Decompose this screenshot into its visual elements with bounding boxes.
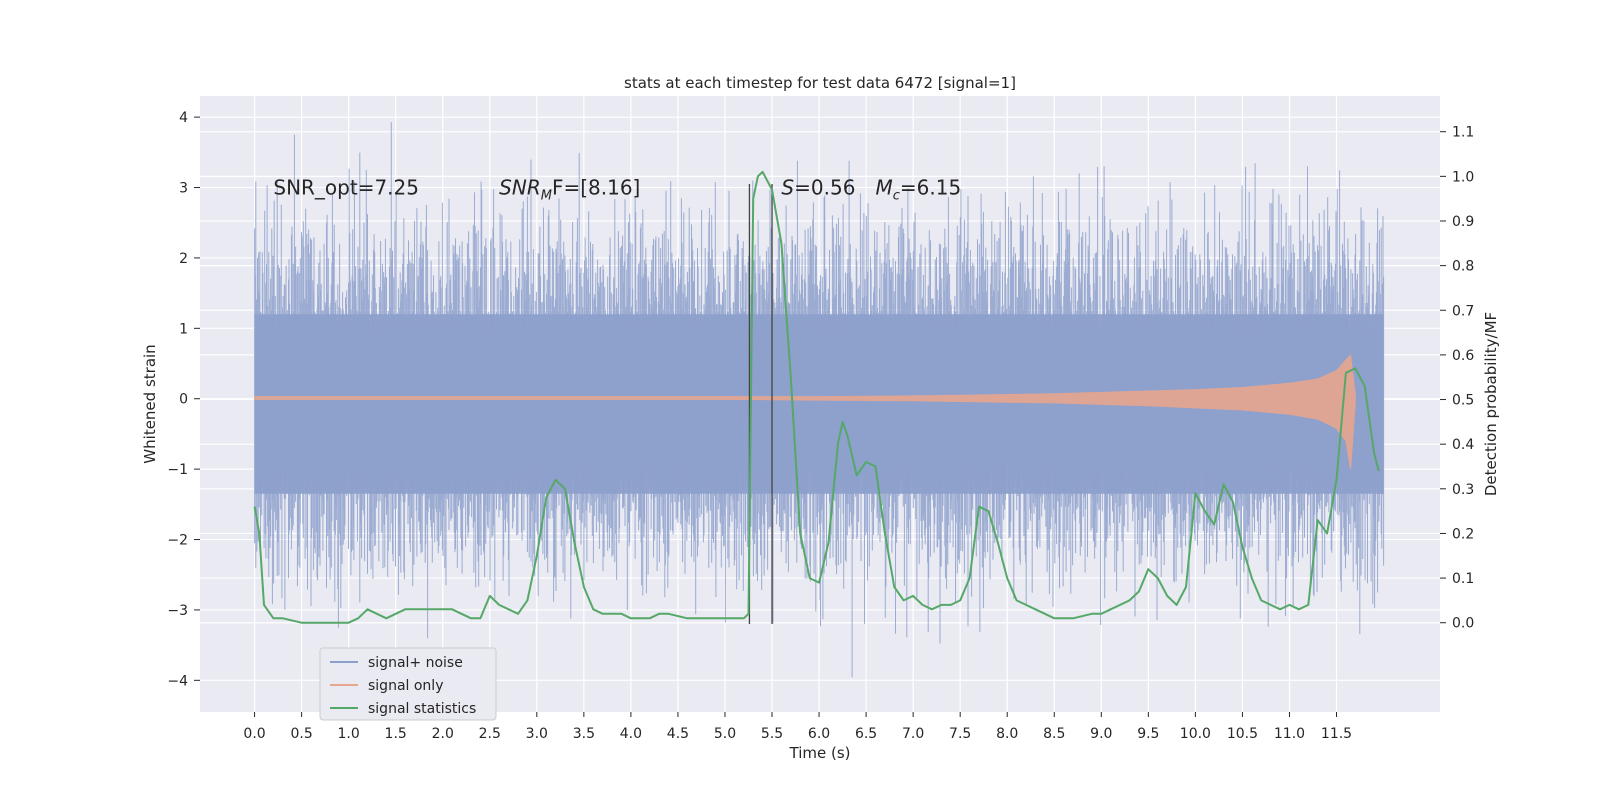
- x-tick-label: 7.5: [949, 726, 971, 742]
- y-tick-label-left: 4: [179, 110, 188, 126]
- annotation-1: SNRMF=[8.16]: [499, 176, 640, 204]
- ticks: 0.0 0.5 1.0 1.5 2.0 2.5 3.0 3.5 4.0 4.5 5.0 5.5 6.0 6…: [167, 110, 1474, 742]
- x-tick-label: 0.5: [290, 726, 312, 742]
- y-tick-label-left: −4: [167, 673, 188, 689]
- legend-label-signal-noise: signal+ noise: [368, 655, 463, 671]
- x-tick-label: 0.0: [243, 726, 265, 742]
- legend-label-signal-only: signal only: [368, 678, 443, 694]
- legend-box: [319, 647, 497, 721]
- x-tick-label: 7.0: [902, 726, 924, 742]
- x-tick-label: 9.0: [1090, 726, 1112, 742]
- x-tick-label: 11.0: [1274, 726, 1305, 742]
- y-tick-label-right: 0.0: [1452, 616, 1474, 632]
- y-tick-label-right: 0.4: [1452, 437, 1474, 453]
- y-tick-label-right: 0.8: [1452, 259, 1474, 275]
- y-tick-label-right: 0.1: [1452, 571, 1474, 587]
- x-tick-label: 6.5: [855, 726, 877, 742]
- y-tick-label-left: 1: [179, 321, 188, 337]
- y-axis-label-right: Detection probability/MF: [1482, 312, 1500, 496]
- x-tick-label: 1.5: [385, 726, 407, 742]
- x-tick-label: 4.0: [620, 726, 642, 742]
- x-tick-label: 4.5: [667, 726, 689, 742]
- stats-layer: [253, 170, 1380, 624]
- x-tick-label: 2.5: [479, 726, 501, 742]
- x-axis-label: Time (s): [789, 744, 851, 762]
- x-tick-label: 10.0: [1180, 726, 1211, 742]
- x-tick-label: 3.5: [573, 726, 595, 742]
- x-tick-label: 8.5: [1043, 726, 1065, 742]
- x-tick-label: 5.0: [714, 726, 736, 742]
- y-tick-label-left: −1: [167, 462, 188, 478]
- y-axis-label-left: Whitened strain: [141, 344, 159, 463]
- annotation-2: S=0.56: [781, 176, 855, 200]
- y-tick-label-left: −3: [167, 603, 188, 619]
- y-tick-label-left: −2: [167, 533, 188, 549]
- y-tick-label-left: 3: [179, 181, 188, 197]
- x-tick-label: 3.0: [526, 726, 548, 742]
- x-tick-label: 8.0: [996, 726, 1018, 742]
- x-tick-label: 11.5: [1321, 726, 1352, 742]
- annotation-3: Mc=6.15: [876, 176, 962, 204]
- y-tick-label-right: 1.1: [1452, 125, 1474, 141]
- signal-statistics-line: [253, 170, 1380, 624]
- chart-title: stats at each timestep for test data 647…: [624, 74, 1016, 92]
- x-tick-label: 5.5: [761, 726, 783, 742]
- y-tick-label-right: 0.5: [1452, 393, 1474, 409]
- y-tick-label-right: 0.7: [1452, 303, 1474, 319]
- y-tick-label-right: 0.9: [1452, 214, 1474, 230]
- x-tick-label: 10.5: [1227, 726, 1258, 742]
- x-tick-label: 9.5: [1137, 726, 1159, 742]
- x-tick-label: 2.0: [432, 726, 454, 742]
- annotation-0: SNR_opt=7.25: [273, 176, 419, 200]
- annotations: SNR_opt=7.25 SNRMF=[8.16] S=0.56 Mc=6.15: [273, 176, 961, 204]
- legend-label-signal-statistics: signal statistics: [368, 701, 476, 717]
- y-tick-label-right: 1.0: [1452, 169, 1474, 185]
- x-tick-label: 6.0: [808, 726, 830, 742]
- legend: signal+ noise signal only signal statist…: [319, 647, 497, 721]
- y-tick-label-right: 0.6: [1452, 348, 1474, 364]
- signal-only-band: [254, 353, 1356, 470]
- y-tick-label-right: 0.3: [1452, 482, 1474, 498]
- y-tick-label-right: 0.2: [1452, 526, 1474, 542]
- series-layer: [254, 122, 1385, 678]
- x-tick-label: 1.0: [338, 726, 360, 742]
- y-tick-label-left: 2: [179, 251, 188, 267]
- y-tick-label-left: 0: [179, 392, 188, 408]
